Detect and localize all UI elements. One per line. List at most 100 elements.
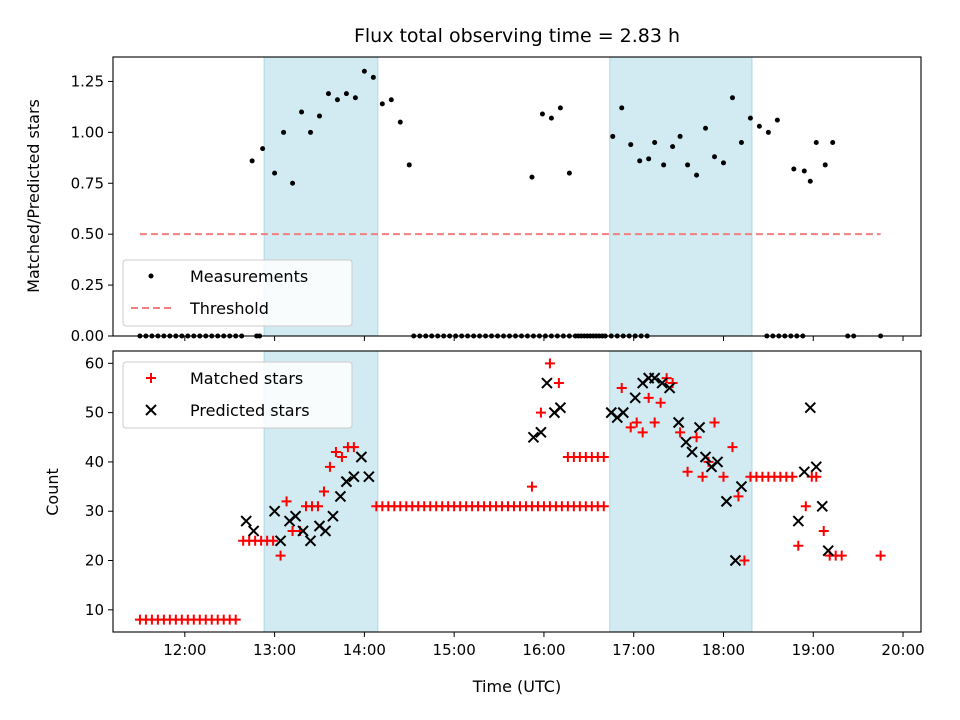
- data-point: [312, 501, 323, 512]
- data-point: [836, 550, 847, 561]
- data-point: [686, 446, 698, 458]
- x-tick-label: 17:00: [612, 641, 655, 659]
- data-point: [628, 142, 634, 148]
- data-point: [822, 162, 828, 168]
- data-point: [656, 377, 668, 389]
- data-point: [336, 451, 347, 462]
- data-point: [348, 471, 360, 483]
- data-point: [619, 105, 625, 111]
- data-point: [720, 160, 726, 166]
- y-tick-label: 50: [85, 404, 104, 422]
- data-point: [648, 372, 661, 384]
- x-tick-label: 16:00: [522, 641, 565, 659]
- data-point: [616, 382, 627, 393]
- data-point: [249, 158, 255, 164]
- data-point: [281, 496, 292, 507]
- data-point: [774, 117, 780, 123]
- data-point: [316, 113, 322, 119]
- data-point: [527, 431, 540, 443]
- data-point: [327, 510, 339, 522]
- legend-label: Measurements: [190, 267, 308, 286]
- data-point: [230, 614, 241, 625]
- data-point: [735, 480, 748, 493]
- x-axis-label: Time (UTC): [472, 677, 561, 696]
- data-point: [677, 133, 683, 139]
- data-point: [348, 442, 359, 453]
- data-point: [566, 170, 572, 176]
- data-point: [289, 510, 302, 522]
- data-point: [598, 451, 609, 462]
- data-point: [800, 501, 811, 512]
- data-point: [729, 554, 742, 567]
- y-tick-label: 10: [85, 601, 104, 619]
- data-point: [813, 140, 819, 146]
- data-point: [680, 436, 692, 448]
- y-tick-label: 40: [85, 453, 104, 471]
- data-point: [557, 105, 563, 111]
- bottom-y-axis-label: Count: [43, 468, 62, 516]
- data-point: [643, 392, 654, 403]
- data-point: [727, 442, 738, 453]
- data-point: [361, 68, 367, 74]
- chart-title: Flux total observing time = 2.83 h: [354, 25, 680, 47]
- data-point: [406, 162, 412, 168]
- x-tick-label: 14:00: [343, 641, 386, 659]
- data-point: [379, 101, 385, 107]
- data-point: [637, 158, 643, 164]
- data-point: [247, 525, 260, 537]
- data-point: [274, 535, 287, 547]
- x-tick-label: 15:00: [433, 641, 476, 659]
- data-point: [756, 123, 762, 129]
- data-point: [875, 550, 886, 561]
- x-tick-label: 19:00: [792, 641, 835, 659]
- shaded-interval: [609, 56, 753, 337]
- data-point: [699, 451, 712, 463]
- data-point: [652, 140, 658, 146]
- y-tick-label: 0.75: [71, 174, 104, 192]
- data-point: [697, 471, 708, 482]
- axes-frame: [112, 56, 922, 337]
- axes-frame: [112, 350, 922, 633]
- data-point: [526, 481, 537, 492]
- data-point: [655, 397, 666, 408]
- data-point: [810, 461, 822, 473]
- data-point: [554, 401, 567, 414]
- data-point: [610, 133, 616, 139]
- y-tick-label: 0.25: [71, 276, 104, 294]
- legend-label: Matched stars: [190, 369, 303, 388]
- bottom-panel: 12:00 13:00 14:00 15:00 16:00 17:00 18:00 19:00…: [85, 350, 925, 659]
- data-point: [388, 97, 394, 103]
- data-point: [709, 417, 720, 428]
- data-point: [804, 401, 816, 414]
- data-point: [693, 421, 706, 434]
- legend-label: Threshold: [189, 299, 269, 318]
- legend-label: Predicted stars: [190, 401, 310, 420]
- data-point: [733, 491, 744, 502]
- data-point: [791, 166, 797, 172]
- data-point: [738, 140, 744, 146]
- data-point: [801, 168, 807, 174]
- data-point: [334, 490, 347, 503]
- data-point: [535, 407, 546, 418]
- data-point: [718, 471, 729, 482]
- top-panel: 0.00 0.25 0.50 0.75 1.00 1.25 Measurements Thre…: [71, 56, 922, 345]
- data-point: [330, 447, 341, 458]
- data-point: [272, 170, 278, 176]
- data-point: [325, 91, 331, 97]
- legend-swatch: [146, 373, 156, 383]
- data-point: [275, 550, 286, 561]
- top-y-axis-label: Matched/Predicted stars: [24, 99, 43, 293]
- data-point: [352, 95, 358, 101]
- data-point: [739, 555, 750, 566]
- data-point: [811, 471, 822, 482]
- data-point: [539, 111, 545, 117]
- data-point: [260, 146, 266, 152]
- data-point: [792, 515, 805, 527]
- x-tick-label: 20:00: [881, 641, 924, 659]
- data-point: [299, 109, 305, 115]
- data-point: [675, 427, 686, 438]
- shaded-interval: [609, 350, 753, 633]
- data-point: [370, 74, 376, 80]
- data-point: [720, 495, 733, 508]
